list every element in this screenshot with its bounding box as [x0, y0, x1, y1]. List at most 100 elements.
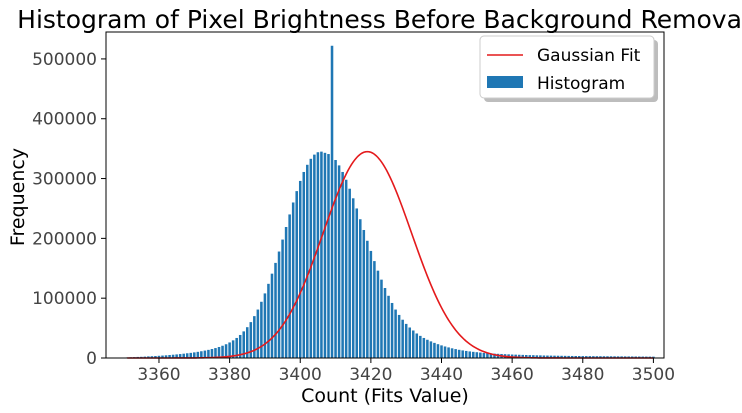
histogram-bar	[295, 191, 298, 358]
histogram-bar	[309, 158, 313, 358]
histogram-bar	[546, 355, 549, 358]
histogram-bar	[563, 355, 567, 358]
y-tick-label: 300000	[32, 170, 97, 190]
histogram-bar	[383, 288, 387, 358]
y-tick-label: 0	[86, 349, 97, 369]
histogram-bar	[298, 180, 302, 358]
histogram-bar	[203, 350, 207, 358]
histogram-bar	[539, 355, 542, 358]
histogram-bar	[616, 356, 620, 358]
histogram-bar	[185, 353, 189, 358]
x-tick-label: 3380	[208, 365, 251, 385]
histogram-bar	[238, 334, 242, 358]
histogram-bar	[468, 351, 472, 358]
histogram-bar	[249, 322, 253, 358]
histogram-bar	[454, 349, 457, 358]
histogram-bar	[585, 356, 588, 358]
histogram-bar	[521, 354, 524, 358]
histogram-bar	[263, 293, 267, 358]
histogram-bar	[193, 352, 196, 358]
histogram-bar	[401, 319, 404, 358]
histogram-bar	[602, 356, 606, 358]
histogram-bar	[429, 341, 433, 358]
histogram-bar	[486, 353, 489, 358]
histogram-bar	[532, 355, 535, 358]
histogram-bar	[161, 355, 164, 358]
histogram-bar	[291, 202, 295, 358]
histogram-bar	[224, 344, 228, 358]
histogram-bar	[359, 219, 362, 358]
histogram-bar	[147, 356, 150, 358]
histogram-bar	[528, 355, 532, 358]
x-tick-label: 3500	[632, 365, 675, 385]
histogram-bar	[260, 301, 263, 358]
histogram-bar	[334, 160, 337, 358]
y-tick-label: 200000	[32, 229, 97, 249]
histogram-bar	[168, 355, 171, 358]
histogram-bar	[394, 309, 397, 358]
histogram-bar	[387, 295, 390, 358]
histogram-bar	[517, 354, 521, 358]
histogram-bar	[574, 356, 577, 358]
histogram-bar	[344, 179, 348, 358]
histogram-bar	[620, 356, 623, 358]
histogram-bar	[493, 353, 496, 358]
histogram-bar	[256, 309, 260, 358]
histogram-bar	[599, 356, 602, 358]
histogram-bar	[447, 347, 450, 358]
histogram-bar	[376, 270, 380, 358]
histogram-bar	[228, 342, 231, 358]
histogram-bar	[588, 356, 592, 358]
x-tick-label: 3360	[137, 365, 180, 385]
histogram-bar	[440, 345, 443, 358]
histogram-bar	[362, 229, 366, 358]
histogram-bar	[609, 356, 613, 358]
histogram-bar	[479, 352, 482, 358]
y-tick-label: 500000	[32, 50, 97, 70]
histogram-bar	[235, 337, 238, 358]
histogram-bar	[274, 262, 277, 358]
x-tick-label: 3440	[420, 365, 463, 385]
y-tick-label: 400000	[32, 110, 97, 130]
histogram-bar	[253, 316, 256, 358]
histogram-bar	[524, 355, 528, 358]
histogram-bar	[542, 355, 546, 358]
histogram-bar	[581, 356, 585, 358]
histogram-bar	[457, 349, 461, 358]
x-axis-ticks: 3360 3380 3400 3420 3440 3460 3480 3500	[137, 358, 675, 385]
histogram-bar	[154, 356, 157, 358]
histogram-bar	[397, 314, 401, 358]
chart-legend: Gaussian Fit Histogram	[479, 35, 658, 102]
histogram-bar	[443, 346, 447, 358]
histogram-bar	[157, 355, 161, 358]
histogram-bar	[475, 352, 479, 358]
chart-title: Histogram of Pixel Brightness Before Bac…	[17, 5, 742, 34]
histogram-bar	[267, 283, 270, 358]
histogram-bar	[549, 355, 553, 358]
histogram-bar	[164, 355, 168, 358]
histogram-bar	[433, 342, 436, 358]
plot-frame	[105, 31, 665, 359]
histogram-bar	[606, 356, 609, 358]
histogram-bar	[482, 352, 486, 358]
histogram-bar	[214, 348, 217, 358]
legend-fit-label: Gaussian Fit	[537, 46, 641, 66]
histogram-bar	[556, 355, 560, 358]
histogram-bar	[207, 349, 210, 358]
histogram-bar	[408, 327, 411, 358]
histogram-bar	[189, 352, 193, 358]
x-tick-label: 3460	[491, 365, 534, 385]
histogram-bar	[613, 356, 616, 358]
histogram-bar	[217, 346, 221, 358]
histogram-bar	[210, 349, 214, 358]
histogram-bar	[150, 356, 154, 358]
histogram-bar	[351, 198, 355, 358]
histogram-bar	[380, 279, 383, 358]
gaussian-fit-line	[127, 150, 654, 359]
histogram-bar	[355, 208, 359, 358]
histogram-bar	[341, 171, 344, 358]
histogram-bar	[175, 354, 178, 358]
histogram-bar	[426, 339, 429, 358]
histogram-bar	[592, 356, 595, 358]
